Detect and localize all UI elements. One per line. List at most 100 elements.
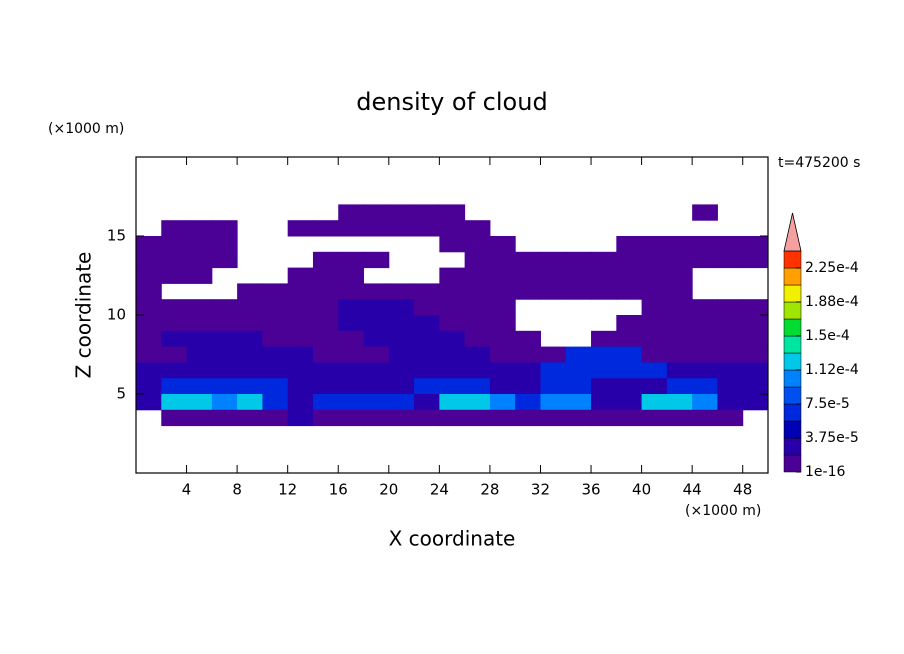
contour-cell	[565, 362, 592, 379]
contour-cell	[666, 394, 693, 411]
contour-cell	[591, 330, 617, 348]
contour-cell	[641, 236, 668, 253]
colorbar-band	[783, 267, 802, 286]
contour-cell	[464, 251, 491, 269]
contour-cell	[312, 378, 339, 395]
contour-cell	[641, 299, 668, 316]
contour-cell	[414, 315, 440, 332]
contour-cell	[616, 330, 643, 348]
contour-cell	[262, 378, 289, 395]
contour-cell	[338, 346, 365, 363]
contour-cell	[666, 346, 693, 363]
contour-cell	[414, 409, 440, 427]
contour-cell	[136, 236, 162, 253]
contour-cell	[312, 283, 339, 300]
contour-cell	[439, 299, 466, 316]
contour-cell	[666, 267, 693, 284]
colorbar-band	[783, 250, 802, 269]
contour-cell	[540, 267, 567, 284]
contour-cell	[565, 283, 592, 300]
contour-cell	[186, 299, 213, 316]
contour-cell	[161, 315, 188, 332]
contour-cell	[312, 330, 339, 348]
contour-cell	[616, 394, 643, 411]
contour-cell	[363, 204, 390, 221]
contour-cell	[742, 330, 769, 348]
contour-cell	[388, 315, 415, 332]
contour-cell	[565, 394, 592, 411]
contour-cell	[692, 315, 718, 332]
contour-cell	[540, 394, 567, 411]
contour-cell	[363, 283, 390, 300]
contour-cell	[439, 283, 466, 300]
contour-cell	[186, 394, 213, 411]
contour-cell	[338, 267, 365, 284]
contour-cell	[591, 409, 617, 427]
contour-cell	[136, 330, 162, 348]
contour-cell	[515, 409, 541, 427]
x-tick-label: 4	[182, 481, 192, 499]
contour-cell	[237, 409, 263, 427]
contour-cell	[287, 315, 314, 332]
contour-cell	[186, 251, 213, 269]
x-tick-label: 28	[480, 481, 499, 499]
contour-cell	[186, 330, 213, 348]
x-tick-label: 32	[531, 481, 550, 499]
contour-cell	[489, 299, 516, 316]
contour-cell	[692, 299, 718, 316]
contour-cell	[414, 362, 440, 379]
contour-cell	[161, 346, 188, 363]
x-tick-label: 40	[632, 481, 651, 499]
contour-cell	[237, 315, 263, 332]
contour-cell	[136, 394, 162, 411]
contour-cell	[464, 236, 491, 253]
contour-cell	[312, 362, 339, 379]
contour-cell	[414, 394, 440, 411]
contour-cell	[338, 394, 365, 411]
colorbar-band	[783, 335, 802, 354]
contour-cell	[565, 409, 592, 427]
contour-cell	[262, 315, 289, 332]
contour-cell	[312, 267, 339, 284]
contour-cell	[565, 346, 592, 363]
contour-cell	[641, 330, 668, 348]
contour-cell	[616, 251, 643, 269]
contour-cell	[136, 346, 162, 363]
contour-cell	[540, 409, 567, 427]
contour-cell	[464, 346, 491, 363]
contour-cell	[464, 330, 491, 348]
contour-cell	[439, 362, 466, 379]
contour-cell	[414, 204, 440, 221]
contour-cell	[439, 330, 466, 348]
contour-cell	[237, 346, 263, 363]
contour-cell	[262, 409, 289, 427]
contour-cell	[515, 267, 541, 284]
contour-cell	[287, 346, 314, 363]
x-tick-label: 12	[278, 481, 297, 499]
y-tick-label: 15	[107, 227, 126, 245]
contour-cell	[414, 378, 440, 395]
contour-cell	[692, 378, 718, 395]
contour-cell	[211, 409, 238, 427]
colorbar-band	[783, 437, 802, 456]
contour-cell	[414, 346, 440, 363]
contour-cell	[692, 394, 718, 411]
contour-cell	[161, 299, 188, 316]
contour-cell	[717, 236, 744, 253]
contour-cell	[237, 330, 263, 348]
contour-cell	[338, 299, 365, 316]
contour-cell	[388, 346, 415, 363]
contour-cell	[211, 394, 238, 411]
contour-cell	[211, 220, 238, 237]
contour-cell	[641, 378, 668, 395]
contour-cell	[439, 315, 466, 332]
contour-cell	[666, 378, 693, 395]
x-unit: (×1000 m)	[685, 503, 761, 519]
colorbar-label: 2.25e-4	[805, 260, 859, 276]
contour-cell	[414, 330, 440, 348]
contour-cell	[439, 409, 466, 427]
x-tick-label: 16	[329, 481, 348, 499]
contour-cell	[489, 251, 516, 269]
contour-cell	[464, 378, 491, 395]
contour-cell	[312, 346, 339, 363]
